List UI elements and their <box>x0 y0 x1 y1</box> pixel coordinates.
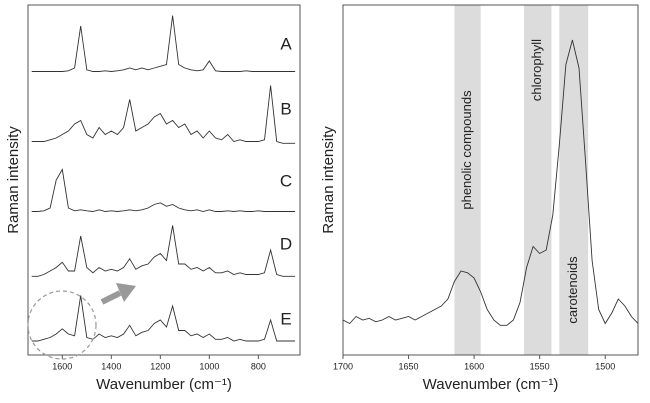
x-axis-label: Wavenumber (cm⁻¹) <box>423 376 559 393</box>
band <box>559 5 589 355</box>
chart: phenolic compounds chlorophyll carotenoids… <box>320 4 639 393</box>
series-label: B <box>280 99 291 118</box>
spectrum <box>31 15 296 72</box>
x-tick-label: 1600 <box>52 361 72 371</box>
y-axis-label: Raman intensity <box>5 126 22 234</box>
x-tick-label: 1600 <box>464 361 484 371</box>
x-tick-label: 1200 <box>150 361 170 371</box>
spectrum <box>31 168 296 212</box>
series-label: E <box>280 309 291 328</box>
spectrum <box>31 85 296 144</box>
arrow-head <box>116 283 136 302</box>
x-tick-label: 1550 <box>530 361 550 371</box>
highlight-circle <box>27 290 97 360</box>
band <box>454 5 481 355</box>
x-tick-label: 1400 <box>101 361 121 371</box>
plot-frame <box>342 4 639 356</box>
x-tick-label: 800 <box>251 361 266 371</box>
x-tick-label: 1000 <box>199 361 219 371</box>
band-label: chlorophyll <box>529 39 544 101</box>
arrow <box>100 283 136 305</box>
chart: 1600 1400 1200 1000 800 A B C D E Wavenumber (cm⁻¹… <box>5 4 301 393</box>
arrow-shaft <box>100 290 122 305</box>
spectrum <box>31 295 296 342</box>
series-label: D <box>280 234 292 253</box>
spectrum <box>31 225 296 277</box>
spectrum <box>342 39 639 326</box>
y-axis-label: Raman intensity <box>320 126 337 234</box>
series-label: A <box>280 34 292 53</box>
x-tick-label: 1700 <box>333 361 353 371</box>
band-label: carotenoids <box>565 256 580 324</box>
band-label: phenolic compounds <box>459 90 474 210</box>
plot-frame <box>27 4 301 356</box>
x-tick-label: 1650 <box>399 361 419 371</box>
x-axis-label: Wavenumber (cm⁻¹) <box>96 376 232 393</box>
series-label: C <box>280 171 292 190</box>
band <box>523 5 552 355</box>
x-tick-label: 1500 <box>595 361 615 371</box>
